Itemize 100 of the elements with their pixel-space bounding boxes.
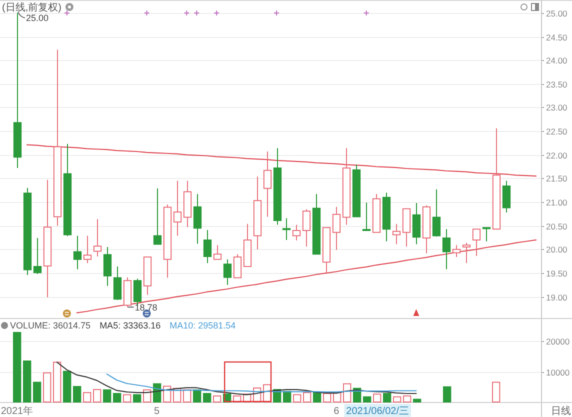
bar [103, 389, 112, 402]
bar [203, 392, 212, 402]
y-tick-label: 23.00 [546, 102, 568, 112]
candlestick [292, 224, 301, 241]
candlestick [223, 258, 232, 286]
bar [313, 392, 322, 402]
candlestick [123, 276, 132, 308]
bar [63, 370, 72, 402]
candlestick [432, 188, 441, 238]
candlestick [143, 256, 152, 296]
candlestick [253, 176, 262, 250]
candlestick [213, 244, 222, 260]
bar [123, 394, 132, 402]
candlestick [153, 188, 162, 245]
annotation: 18.78 [127, 302, 158, 313]
candlestick [113, 266, 122, 301]
candlestick [452, 244, 461, 258]
bar [33, 382, 42, 402]
chart-title: VOLUME: 36014.75 [10, 320, 91, 330]
candlestick [322, 227, 331, 274]
y-tick-label: 22.00 [546, 150, 568, 160]
bar [43, 372, 52, 402]
candlestick [332, 206, 341, 250]
bar [23, 360, 32, 402]
candlestick [462, 242, 471, 264]
cursor-label: 2021/06/02/三 [344, 404, 411, 417]
candlestick [73, 235, 82, 270]
annotation: 25.00 [18, 11, 49, 23]
bar [83, 392, 92, 402]
y-tick-label: 10000 [546, 368, 570, 378]
candlestick [63, 143, 72, 237]
line-series [76, 239, 537, 314]
candlestick [422, 204, 431, 254]
candlestick [203, 230, 212, 264]
bar [93, 389, 102, 402]
y-tick-label: 21.00 [546, 198, 568, 208]
candlestick [412, 202, 421, 245]
bar [413, 398, 422, 402]
candlestick [402, 208, 411, 248]
candlestick [372, 194, 381, 233]
candlestick [43, 179, 52, 298]
candlestick [173, 180, 182, 236]
line-series [106, 374, 417, 393]
bar [293, 394, 302, 402]
bar [73, 386, 82, 402]
y-tick-label: 19.50 [546, 268, 568, 278]
bar [383, 392, 392, 402]
candlestick [263, 150, 272, 218]
bar [323, 392, 332, 402]
candlestick [163, 204, 172, 278]
candlestick [83, 235, 92, 264]
bar [213, 395, 222, 402]
candlestick [282, 218, 291, 240]
x-tick-label: 6 [334, 406, 340, 417]
legend: MA5: 33363.16 MA10: 29581.54 [100, 320, 236, 330]
line-series [56, 362, 417, 396]
bar [443, 386, 452, 402]
y-tick-label: 20.00 [546, 244, 568, 254]
bar [492, 382, 500, 402]
y-tick-label: 23.50 [546, 80, 568, 90]
candlestick [382, 192, 391, 242]
candlestick [103, 246, 112, 286]
y-tick-label: 22.50 [546, 126, 568, 136]
candlestick [362, 202, 371, 232]
candlestick [233, 254, 242, 278]
annotation: 25.00 [26, 12, 49, 23]
bar [303, 392, 312, 402]
y-tick-label: 20000 [546, 336, 570, 346]
y-tick-label: 20.50 [546, 222, 568, 232]
bar [113, 392, 122, 402]
candlestick [442, 228, 451, 270]
candlestick [273, 148, 282, 226]
bar [403, 395, 412, 402]
candlestick [492, 128, 501, 230]
candlestick [193, 194, 202, 244]
candlestick [342, 148, 351, 226]
y-tick-label: 21.50 [546, 174, 568, 184]
bar [163, 386, 172, 402]
y-tick-label: 19.00 [546, 292, 568, 302]
line-series [26, 144, 537, 177]
y-tick-label: 24.00 [546, 56, 568, 66]
candlestick [312, 194, 321, 255]
candlestick [23, 187, 32, 276]
candlestick [502, 180, 511, 214]
text: 日线 [551, 405, 571, 417]
bar [133, 394, 142, 402]
candlestick [93, 218, 102, 257]
bar [373, 394, 382, 402]
bar [393, 396, 402, 402]
candlestick [482, 226, 491, 242]
y-tick-label: 24.50 [546, 32, 568, 42]
bar [13, 332, 22, 402]
chart-title: (日线,前复权) [2, 2, 62, 14]
candlestick [392, 223, 401, 245]
y-tick-label: 25.00 [546, 8, 568, 18]
bar [363, 396, 372, 402]
x-tick-label: 2021年 [0, 405, 34, 417]
candlestick [53, 49, 62, 226]
candlestick [243, 223, 252, 267]
candlestick [33, 238, 42, 275]
